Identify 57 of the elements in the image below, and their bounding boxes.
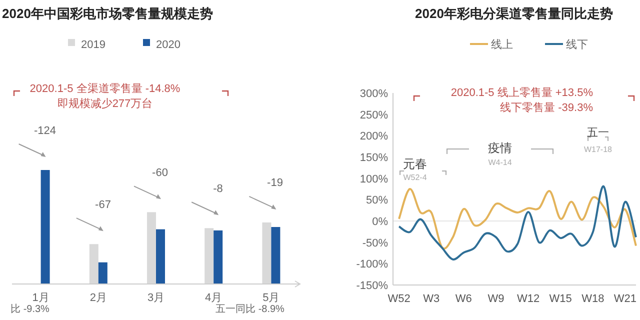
- text: 五一同比 -8.9%: [216, 303, 285, 315]
- x-tick-label: W12: [516, 293, 540, 305]
- legend-label: 2019: [81, 39, 106, 51]
- y-tick-label: 0%: [372, 216, 388, 228]
- text: -124: [34, 125, 56, 137]
- y-tick-label: -50%: [362, 237, 388, 250]
- annotation: 线下零售量 -39.3%: [500, 101, 594, 114]
- annotation: -19: [267, 177, 283, 189]
- legend-label: 2020: [156, 39, 180, 51]
- x-tick-label: W6: [455, 293, 472, 305]
- bar: [156, 229, 165, 284]
- x-tick-label: 1月: [32, 292, 50, 304]
- x-tick-label: 4月: [205, 292, 222, 304]
- text: 比 -9.3%: [10, 303, 50, 315]
- y-tick-label: 100%: [360, 173, 388, 186]
- x-tick-label: 2月: [90, 292, 107, 304]
- annotation: -67: [95, 199, 111, 211]
- bar: [98, 262, 108, 284]
- annotation: W17-18: [584, 145, 613, 154]
- x-tick-label: W9: [488, 293, 504, 305]
- x-tick-label: W52: [388, 293, 410, 305]
- annotation: W4-14: [488, 158, 512, 167]
- bar: [147, 212, 156, 284]
- text: 即规模减少277万台: [57, 97, 153, 110]
- y-tick-label: 250%: [360, 109, 388, 122]
- line-series: [398, 188, 637, 250]
- bar: [89, 244, 98, 284]
- annotation: 元春: [403, 157, 427, 171]
- legend-label: 线上: [491, 38, 513, 51]
- annotation: W52-4: [403, 173, 428, 182]
- y-tick-label: 150%: [360, 152, 388, 164]
- y-tick-label: -150%: [356, 280, 388, 292]
- x-tick-label: 5月: [262, 292, 280, 304]
- x-tick-label: W18: [582, 293, 604, 305]
- bar: [204, 228, 214, 284]
- y-tick-label: 200%: [360, 130, 388, 143]
- x-tick-label: W21: [614, 293, 637, 305]
- bar: [214, 230, 223, 284]
- annotation: -60: [152, 167, 168, 179]
- x-tick-label: W3: [423, 293, 440, 305]
- annotation: 五一: [587, 127, 609, 139]
- bar: [271, 227, 280, 284]
- annotation: -8: [213, 183, 223, 195]
- y-tick-label: 300%: [360, 88, 388, 100]
- y-tick-label: 50%: [366, 194, 388, 207]
- x-tick-label: W15: [549, 293, 572, 305]
- legend-label: 线下: [566, 38, 588, 51]
- bar: [262, 222, 272, 284]
- line-series: [398, 185, 637, 260]
- chart-title: 2020年中国彩电市场零售量规模走势: [2, 6, 213, 21]
- bar: [40, 170, 50, 284]
- text: 2020.1-5 全渠道零售量 -14.8%: [30, 82, 180, 95]
- annotation: 2020.1-5 线上零售量 +13.5%: [450, 86, 594, 99]
- y-tick-label: -100%: [356, 258, 388, 271]
- x-tick-label: 3月: [147, 292, 165, 304]
- chart-title: 2020年彩电分渠道零售量同比走势: [415, 6, 613, 21]
- annotation: 疫情: [488, 141, 512, 155]
